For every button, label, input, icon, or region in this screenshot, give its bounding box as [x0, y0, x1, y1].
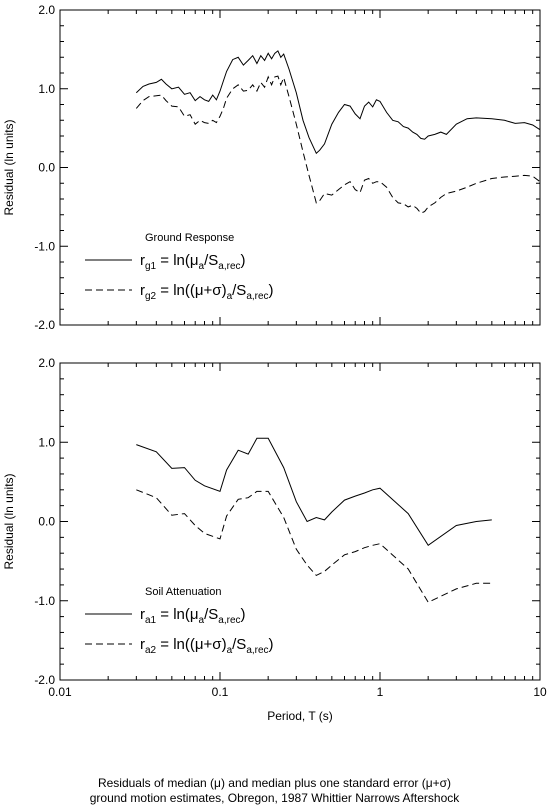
panel-2-x-tick-label: 1	[377, 685, 384, 699]
legend-r: r	[140, 606, 145, 623]
panel-1-y-tick-label: -1.0	[34, 239, 55, 253]
legend-sub: a,rec	[246, 291, 268, 302]
legend-s: /S	[232, 282, 246, 299]
panel-2-x-axis-label: Period, T (s)	[267, 709, 333, 723]
panel-2-y-axis-label: Residual (ln units)	[2, 473, 16, 569]
panel-1-y-axis-label: Residual (ln units)	[2, 119, 16, 215]
legend-eq: = ln(	[156, 252, 190, 269]
legend-greek: μ+σ	[195, 636, 222, 653]
panel-2-x-tick-label: 0.01	[48, 685, 72, 699]
panel-2-legend-entry-1: ra1 = ln(μa/Sa,rec)	[140, 606, 246, 626]
panel-2-x-tick-label: 0.1	[212, 685, 229, 699]
panel-1-y-tick-label: 0.0	[38, 161, 55, 175]
legend-r: r	[140, 636, 145, 653]
legend-sub: a	[227, 645, 233, 656]
panel-1-y-tick-label: 2.0	[38, 3, 55, 17]
caption-text-1c: )	[447, 776, 452, 790]
legend-s: /S	[204, 252, 218, 269]
legend-s: /S	[204, 606, 218, 623]
panel-2-legend-entry-2: ra2 = ln((μ+σ)a/Sa,rec)	[140, 636, 274, 656]
panel-2-y-tick-label: 0.0	[38, 515, 55, 529]
legend-sub: a,rec	[218, 615, 240, 626]
caption-text-1b: ) and median plus one standard error (	[220, 776, 426, 790]
panel-2-y-tick-label: 1.0	[38, 435, 55, 449]
legend-sub: a	[227, 291, 233, 302]
panel-2-legend-title: Soil Attenuation	[145, 586, 221, 598]
legend-eq: = ln((	[156, 282, 195, 299]
panel-2-plot-frame	[59, 362, 541, 681]
legend-close: )	[241, 252, 246, 269]
legend-sub: a1	[145, 615, 157, 626]
legend-eq: = ln((	[156, 636, 195, 653]
legend-r: r	[140, 252, 145, 269]
figure-caption: Residuals of median (μ) and median plus …	[0, 776, 549, 806]
panel-2-x-tick-label: 10	[533, 685, 547, 699]
panel-2-y-tick-label: -2.0	[34, 673, 55, 687]
panel-1-series-1-line	[135, 50, 541, 155]
panel-2-y-tick-label: -1.0	[34, 594, 55, 608]
legend-r: r	[140, 282, 145, 299]
legend-sub: a,rec	[218, 261, 240, 272]
panel-2-series-1-line	[136, 437, 492, 547]
caption-mu: μ	[214, 776, 221, 790]
panel-1-y-tick-label: -2.0	[34, 318, 55, 332]
legend-sub: g2	[145, 291, 157, 302]
panel-1-series-2-line	[135, 75, 541, 214]
panel-1-y-tick-label: 1.0	[38, 82, 55, 96]
panel-1-legend-entry-2: rg2 = ln((μ+σ)a/Sa,rec)	[140, 282, 274, 302]
caption-line-1: Residuals of median (μ) and median plus …	[0, 776, 549, 791]
legend-close: )	[241, 606, 246, 623]
panel-1-plot-frame	[59, 9, 541, 326]
legend-sub: a,rec	[246, 645, 268, 656]
legend-paren: )	[222, 282, 227, 299]
legend-sub: a2	[145, 645, 157, 656]
panel-2-y-tick-label: 2.0	[38, 356, 55, 370]
panel-1-legend-title: Ground Response	[145, 232, 234, 244]
legend-sub: a	[199, 615, 205, 626]
legend-greek: μ+σ	[195, 282, 222, 299]
panel-2-chart: 0.01 0.1 1 10 2.0 1.0 0.0 -1.0 -2.0 Residual (ln …	[2, 356, 547, 723]
panel-1-legend-entry-1: rg1 = ln(μa/Sa,rec)	[140, 252, 246, 272]
legend-greek: μ	[190, 606, 199, 623]
legend-close: )	[269, 636, 274, 653]
panel-1-chart: 2.0 1.0 0.0 -1.0 -2.0 Residual (ln units) Grou…	[2, 3, 541, 332]
panel-2-series-2-line	[136, 489, 492, 603]
caption-line-2: ground motion estimates, Obregon, 1987 W…	[89, 791, 460, 805]
legend-greek: μ	[190, 252, 199, 269]
caption-mu-sigma: μ+σ	[425, 776, 448, 790]
legend-sub: a	[199, 261, 205, 272]
legend-close: )	[269, 282, 274, 299]
legend-eq: = ln(	[156, 606, 190, 623]
legend-sub: g1	[145, 261, 157, 272]
caption-text-1a: Residuals of median (	[97, 776, 215, 790]
legend-paren: )	[222, 636, 227, 653]
legend-s: /S	[232, 636, 246, 653]
